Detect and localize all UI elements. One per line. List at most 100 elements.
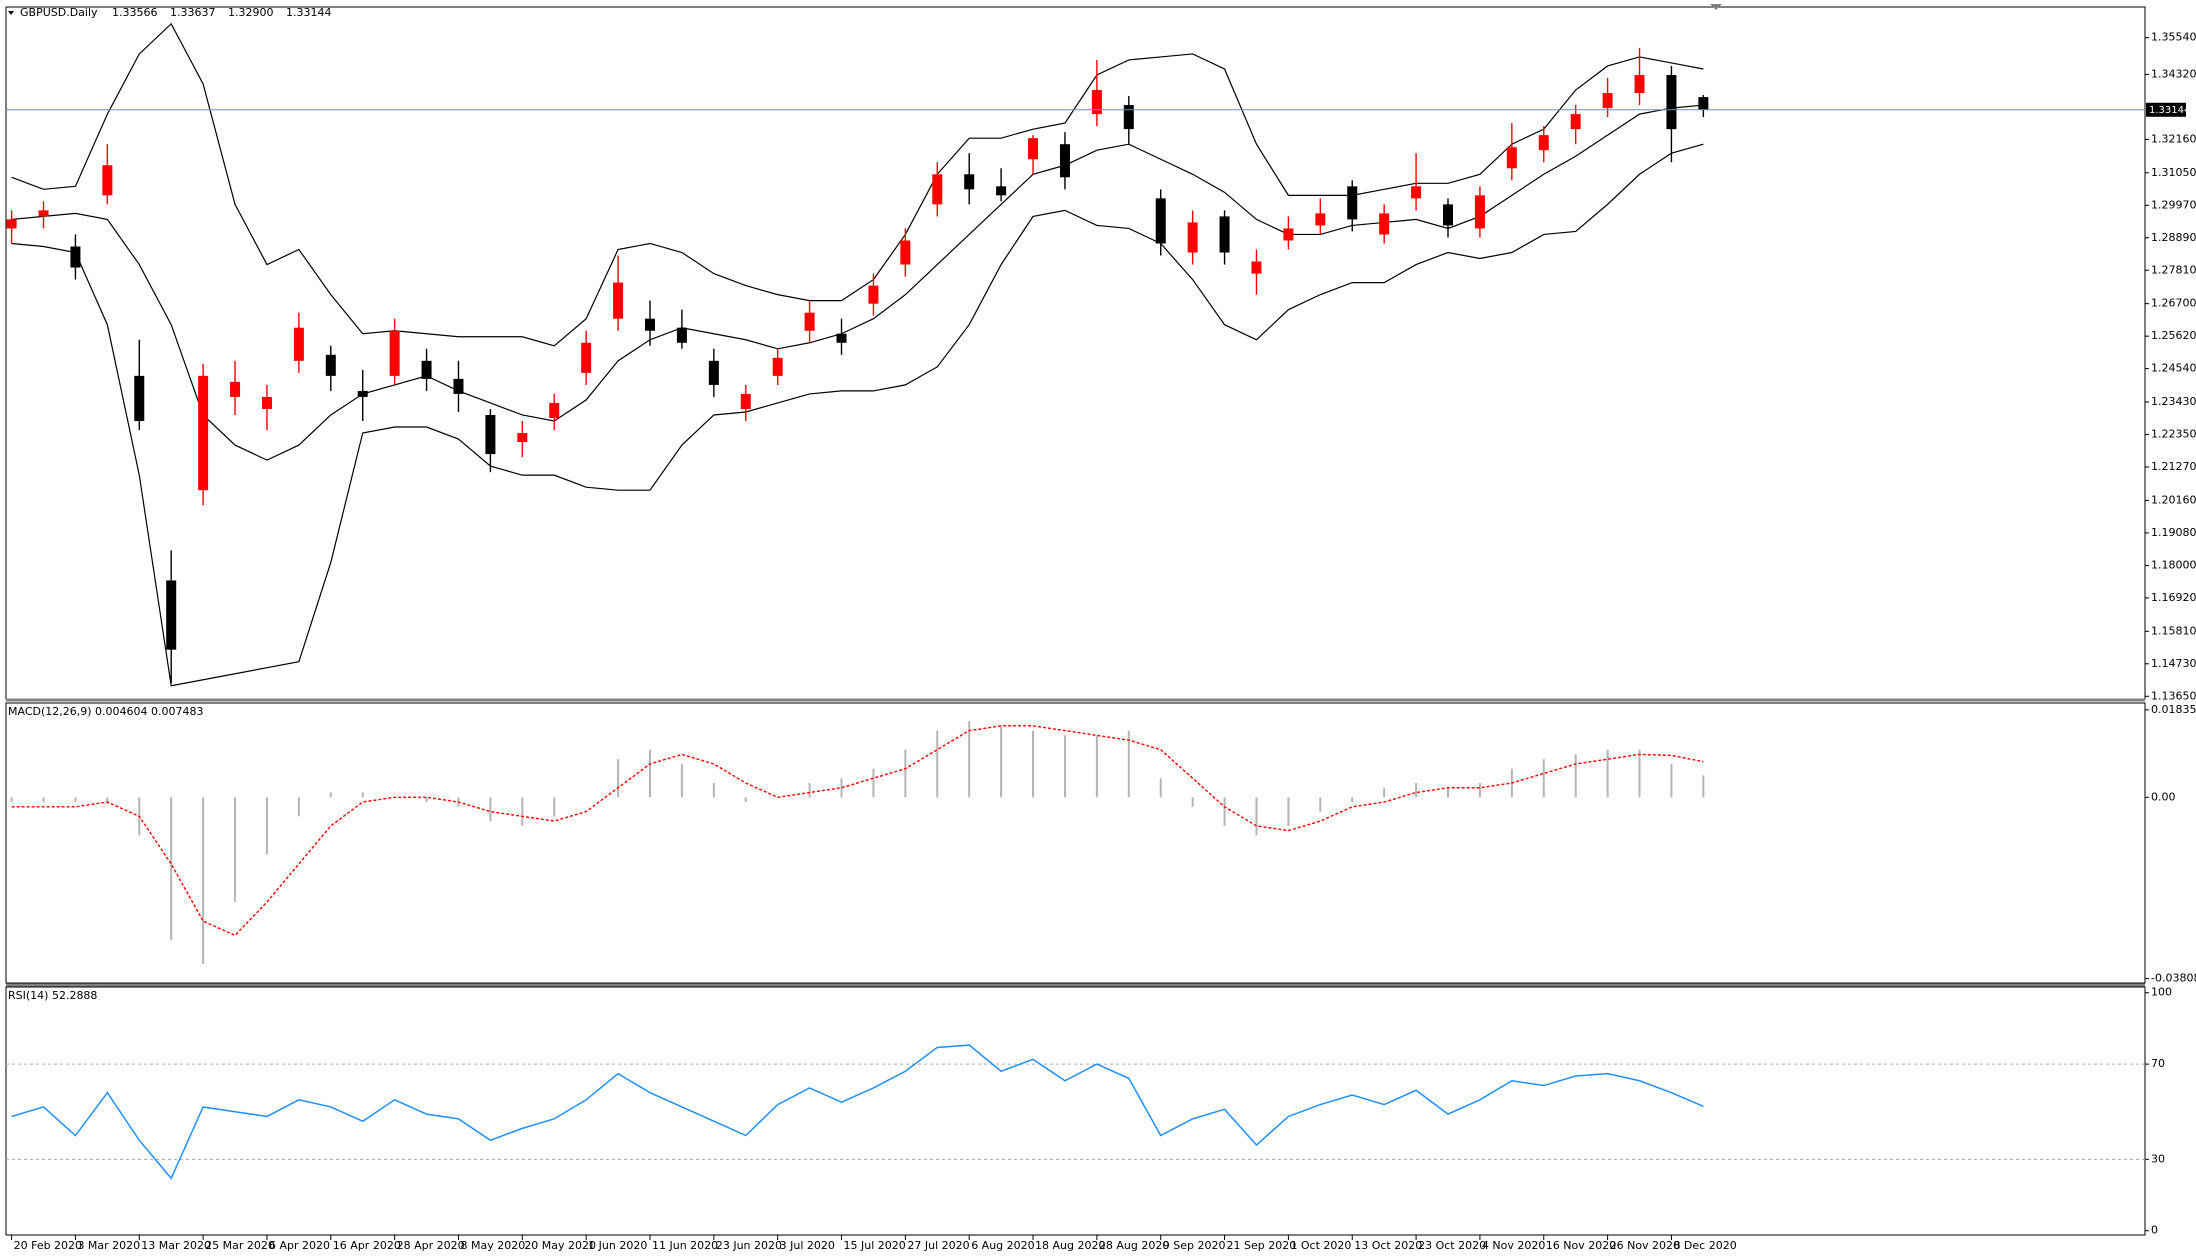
candle-body — [645, 318, 655, 331]
candle-body — [1028, 138, 1039, 160]
candle-body — [70, 246, 81, 268]
header-value: 1.32900 — [228, 6, 274, 19]
candle-body — [996, 186, 1007, 196]
y-tick-label: 1.19080 — [2151, 526, 2196, 539]
x-tick-label: 8 May 2020 — [460, 1239, 525, 1252]
macd-signal — [11, 725, 1704, 937]
candle-body — [517, 433, 528, 443]
candle-body — [230, 381, 241, 397]
candle-body — [1570, 114, 1581, 130]
candle-body — [1538, 135, 1549, 151]
candle-body — [38, 210, 49, 217]
candle-body — [1187, 222, 1198, 253]
x-tick-label: 21 Sep 2020 — [1227, 1239, 1297, 1252]
candle-body — [325, 354, 336, 376]
candle-body — [166, 580, 177, 650]
x-tick-label: 8 Dec 2020 — [1673, 1239, 1736, 1252]
last-price-box — [2146, 102, 2186, 117]
candle-body — [1506, 147, 1517, 169]
y-tick-label: 1.13650 — [2151, 689, 2196, 702]
x-tick-label: 11 Jun 2020 — [652, 1239, 718, 1252]
candle-body — [1283, 228, 1294, 241]
candle-body — [772, 357, 783, 376]
x-tick-label: 25 Mar 2020 — [205, 1239, 275, 1252]
y-tick-label: 1.35540 — [2151, 31, 2196, 44]
candle-body — [1091, 90, 1102, 115]
y-tick-label: 1.25620 — [2151, 329, 2196, 342]
x-tick-label: 3 Mar 2020 — [77, 1239, 140, 1252]
x-tick-label: 23 Oct 2020 — [1418, 1239, 1486, 1252]
candle-body — [1666, 74, 1677, 130]
rsi-line — [11, 1044, 1704, 1180]
header-value: 1.33144 — [286, 6, 332, 19]
candle-body — [740, 393, 751, 409]
header-value: 1.33566 — [112, 6, 158, 19]
y-tick-label: 1.16920 — [2151, 591, 2196, 604]
y-tick-label: 1.32160 — [2151, 132, 2196, 145]
x-tick-label: 18 Aug 2020 — [1035, 1239, 1105, 1252]
bollinger-middle — [11, 104, 1704, 461]
x-tick-label: 6 Aug 2020 — [971, 1239, 1034, 1252]
bollinger-upper — [11, 22, 1704, 347]
y-tick-label: 1.21270 — [2151, 460, 2196, 473]
y-tick-label: 1.28890 — [2151, 231, 2196, 244]
candle-body — [836, 333, 847, 343]
symbol-label: GBPUSD.Daily — [20, 6, 98, 19]
y-tick-label: 1.22350 — [2151, 428, 2196, 441]
candle-body — [708, 360, 719, 385]
y-tick-label: 1.31050 — [2151, 166, 2196, 179]
x-tick-label: 27 Jul 2020 — [907, 1239, 969, 1252]
candle-body — [1602, 93, 1613, 109]
y-tick-label: 1.20160 — [2151, 493, 2196, 506]
candle-body — [900, 240, 911, 265]
x-tick-label: 20 May 2020 — [524, 1239, 596, 1252]
menu-arrow[interactable] — [8, 11, 14, 15]
y-tick-label: 0.00 — [2151, 790, 2176, 803]
rsi-panel — [5, 986, 2146, 1236]
candle-body — [964, 174, 975, 190]
x-tick-label: 1 Oct 2020 — [1290, 1239, 1351, 1252]
y-tick-label: 1.18000 — [2151, 558, 2196, 571]
x-tick-label: 16 Apr 2020 — [333, 1239, 401, 1252]
candle-body — [357, 390, 368, 397]
x-tick-label: 1 Jun 2020 — [588, 1239, 647, 1252]
x-tick-label: 15 Jul 2020 — [844, 1239, 906, 1252]
candle-body — [1698, 97, 1709, 110]
candle-body — [868, 285, 879, 304]
candle-body — [485, 414, 496, 455]
rsi-label: RSI(14) 52.2888 — [8, 989, 97, 1002]
candle-body — [1155, 198, 1166, 244]
x-tick-label: 16 Nov 2020 — [1546, 1239, 1616, 1252]
bollinger-lower — [11, 143, 1704, 687]
y-tick-label: 1.23430 — [2151, 395, 2196, 408]
candle-body — [1251, 261, 1262, 274]
x-tick-label: 4 Nov 2020 — [1482, 1239, 1545, 1252]
x-tick-label: 20 Feb 2020 — [14, 1239, 82, 1252]
y-tick-label: 1.29970 — [2151, 198, 2196, 211]
x-tick-label: 23 Jun 2020 — [716, 1239, 782, 1252]
candle-body — [1634, 74, 1645, 94]
candle-body — [932, 174, 943, 205]
last-price-label: 1.33144 — [2149, 105, 2190, 116]
y-tick-label: 1.15810 — [2151, 624, 2196, 637]
y-tick-label: 0 — [2151, 1224, 2158, 1237]
candle-body — [1443, 204, 1453, 226]
candle-body — [1411, 186, 1422, 199]
candle-body — [1059, 144, 1070, 178]
x-tick-label: 28 Apr 2020 — [397, 1239, 465, 1252]
candle-body — [676, 327, 687, 343]
y-tick-label: 1.34320 — [2151, 67, 2196, 80]
x-tick-label: 9 Sep 2020 — [1163, 1239, 1226, 1252]
y-tick-label: 1.14730 — [2151, 657, 2196, 670]
candle-body — [389, 330, 400, 376]
candle-body — [293, 327, 304, 361]
y-tick-label: 100 — [2151, 986, 2172, 999]
y-tick-label: -0.03808 — [2151, 972, 2196, 985]
candle-body — [1347, 186, 1358, 220]
candle-body — [102, 165, 113, 196]
y-tick-label: 1.27810 — [2151, 263, 2196, 276]
header-value: 1.33637 — [170, 6, 216, 19]
